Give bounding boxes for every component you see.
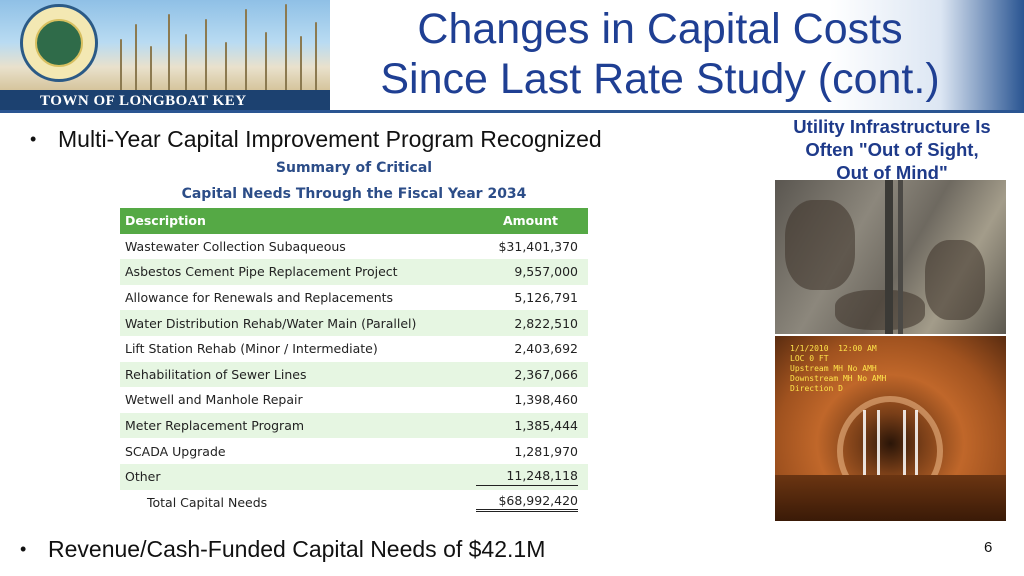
- slide-title: Changes in Capital Costs Since Last Rate…: [330, 4, 990, 104]
- total-amount: $68,992,420: [476, 493, 578, 512]
- row-amount: 9,557,000: [514, 264, 578, 280]
- page-number: 6: [984, 539, 993, 556]
- sewer-pipe-inspection-photo: [775, 336, 1006, 521]
- row-amount: 2,822,510: [514, 315, 578, 331]
- table-row: Meter Replacement Program 1,385,444: [120, 412, 588, 439]
- wetwell-photo: [775, 180, 1006, 334]
- table-row: SCADA Upgrade 1,281,970: [120, 438, 588, 464]
- row-amount: 1,398,460: [514, 392, 578, 408]
- caption-line-3: Out of Mind": [836, 162, 948, 183]
- row-description: Other: [125, 469, 161, 485]
- row-description: Asbestos Cement Pipe Replacement Project: [125, 264, 398, 280]
- row-description: Wastewater Collection Subaqueous: [125, 238, 346, 254]
- town-banner-image: TOWN OF LONGBOAT KEY: [0, 0, 330, 112]
- table-caption-line-2: Capital Needs Through the Fiscal Year 20…: [181, 186, 527, 202]
- table-row: Asbestos Cement Pipe Replacement Project…: [120, 259, 588, 285]
- caption-line-1: Utility Infrastructure Is: [793, 116, 991, 137]
- table-row: Allowance for Renewals and Replacements …: [120, 285, 588, 311]
- table-row: Rehabilitation of Sewer Lines 2,367,066: [120, 361, 588, 388]
- row-amount: 11,248,118: [476, 468, 578, 486]
- table-row: Wastewater Collection Subaqueous $31,401…: [120, 234, 588, 260]
- header-divider: [0, 110, 1024, 113]
- row-amount: 5,126,791: [514, 290, 578, 306]
- row-amount: 2,403,692: [514, 341, 578, 357]
- row-description: Lift Station Rehab (Minor / Intermediate…: [125, 341, 378, 357]
- bullet-revenue-funded: • Revenue/Cash-Funded Capital Needs of $4…: [20, 536, 545, 563]
- town-name: TOWN OF LONGBOAT KEY: [40, 93, 247, 109]
- caption-line-2: Often "Out of Sight,: [805, 139, 979, 160]
- title-background: [330, 0, 1024, 112]
- bullet-icon: •: [30, 129, 37, 149]
- title-line-1: Changes in Capital Costs: [417, 5, 903, 53]
- row-amount: $31,401,370: [498, 238, 578, 254]
- row-description: Rehabilitation of Sewer Lines: [125, 366, 307, 382]
- title-line-2: Since Last Rate Study (cont.): [380, 55, 940, 103]
- table-header-row: Description Amount: [120, 208, 588, 234]
- table-row: Water Distribution Rehab/Water Main (Par…: [120, 310, 588, 336]
- table-row: Lift Station Rehab (Minor / Intermediate…: [120, 336, 588, 362]
- column-header-description: Description: [125, 213, 206, 229]
- row-description: Water Distribution Rehab/Water Main (Par…: [125, 315, 417, 331]
- row-description: Allowance for Renewals and Replacements: [125, 290, 394, 306]
- slide-header: TOWN OF LONGBOAT KEY Changes in Capital …: [0, 0, 1024, 113]
- capital-needs-table: Description Amount Wastewater Collection…: [120, 208, 588, 515]
- row-description: Wetwell and Manhole Repair: [125, 392, 303, 408]
- row-amount: 2,367,066: [514, 366, 578, 382]
- infrastructure-caption: Utility Infrastructure Is Often "Out of …: [772, 115, 1012, 184]
- bullet-icon: •: [20, 539, 27, 559]
- town-seal-icon: [20, 4, 98, 82]
- bullet-text: Multi-Year Capital Improvement Program R…: [58, 126, 602, 152]
- row-amount: 1,281,970: [514, 443, 578, 459]
- row-description: SCADA Upgrade: [125, 443, 226, 459]
- bullet-capital-program: • Multi-Year Capital Improvement Program …: [30, 126, 602, 153]
- table-total-row: Total Capital Needs $68,992,420: [120, 490, 588, 516]
- table-row: Wetwell and Manhole Repair 1,398,460: [120, 387, 588, 413]
- banner-bar: [0, 90, 330, 112]
- row-amount: 1,385,444: [514, 418, 578, 434]
- total-description: Total Capital Needs: [147, 494, 268, 510]
- table-caption-line-1: Summary of Critical: [275, 160, 433, 176]
- column-header-amount: Amount: [502, 213, 558, 229]
- inspection-overlay-text: 1/1/2010 12:00 AM LOC 0 FT Upstream MH N…: [790, 344, 887, 393]
- row-description: Meter Replacement Program: [125, 418, 305, 434]
- table-row: Other 11,248,118: [120, 463, 588, 490]
- bullet-text: Revenue/Cash-Funded Capital Needs of $42…: [48, 536, 546, 562]
